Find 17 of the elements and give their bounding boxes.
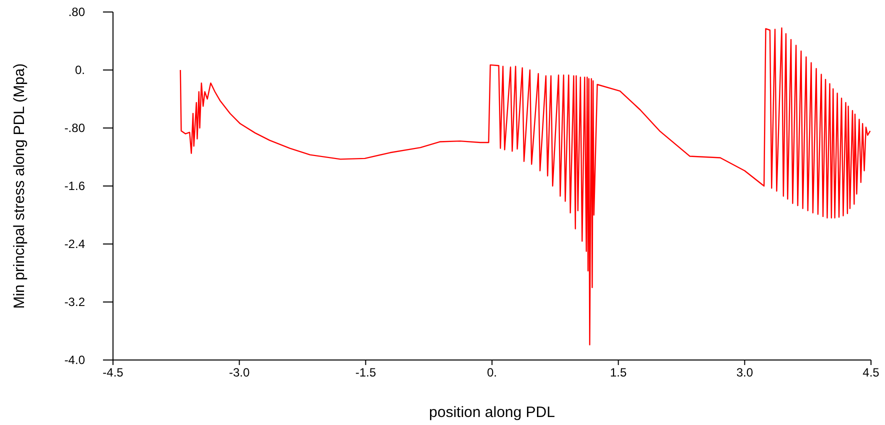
y-tick-label: -2.4 xyxy=(64,236,86,251)
x-axis-title: position along PDL xyxy=(429,404,555,421)
x-tick-label: 0. xyxy=(486,366,498,380)
y-tick-label: -3.2 xyxy=(64,294,86,309)
x-tick-label: 3.0 xyxy=(736,366,754,380)
y-axis-title: Min principal stress along PDL (Mpa) xyxy=(11,63,28,309)
y-tick-label: 0. xyxy=(74,62,85,77)
x-tick-label: 1.5 xyxy=(610,366,627,380)
x-tick-label: -4.5 xyxy=(102,366,124,380)
y-tick-label: -.80 xyxy=(64,120,86,135)
y-tick-label: .80 xyxy=(68,4,86,19)
line-series xyxy=(180,27,871,346)
x-tick-label: 4.5 xyxy=(862,366,880,380)
x-tick-label: -3.0 xyxy=(228,366,250,380)
y-tick-label: -1.6 xyxy=(64,178,86,193)
x-tick-label: -1.5 xyxy=(355,366,376,380)
y-tick-label: -4.0 xyxy=(64,352,86,367)
